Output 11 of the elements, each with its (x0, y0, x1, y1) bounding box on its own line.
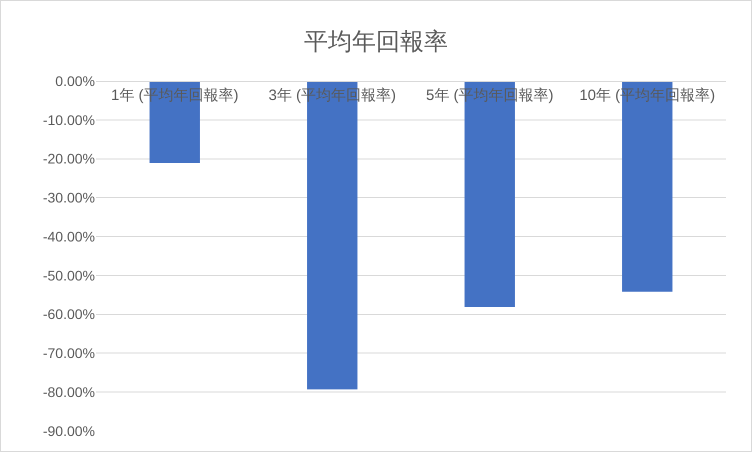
y-tick-label: -70.00% (42, 345, 95, 362)
y-tick-label: -60.00% (42, 306, 95, 322)
chart-title: 平均年回報率 (304, 28, 448, 56)
y-tick-label: -50.00% (42, 267, 95, 284)
y-tick-label: -80.00% (42, 384, 95, 400)
y-tick-label: -10.00% (42, 112, 95, 128)
y-tick-label: -30.00% (42, 190, 95, 206)
y-tick-label: 0.00% (55, 72, 95, 89)
y-tick-label: -20.00% (42, 150, 95, 167)
y-tick-label: -90.00% (42, 422, 95, 439)
y-tick-label: -40.00% (42, 228, 95, 244)
